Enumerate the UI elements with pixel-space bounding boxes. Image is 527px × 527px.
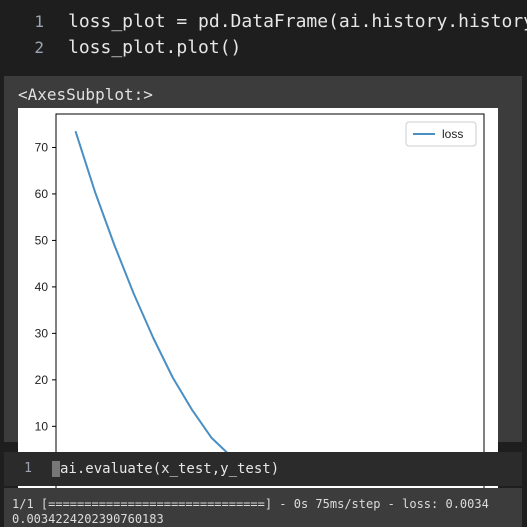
legend-box [405,121,477,147]
code-cell-1[interactable]: 1 loss_plot = pd.DataFrame(ai.history.hi… [0,0,527,72]
text-cursor [52,461,60,477]
code-cell-2[interactable]: 1 ai.evaluate(x_test,y_test) [4,452,522,486]
code-text[interactable]: loss_plot = pd.DataFrame(ai.history.hist… [68,11,527,32]
plot-frame [55,113,485,491]
line-number: 1 [34,12,44,31]
line-number: 1 [24,461,32,476]
cell-output-2: 1/1 [==============================] - 0… [4,488,522,527]
y-tick-label: 50 [35,233,49,247]
y-tick-label: 40 [35,280,49,294]
legend-label: loss [442,127,463,141]
code-text[interactable]: ai.evaluate(x_test,y_test) [52,452,279,486]
code-line-2[interactable]: 2 loss_plot.plot() [0,35,527,61]
y-tick-label: 30 [35,326,49,340]
series-line-loss [74,130,465,474]
loss-line-chart: 02004006008001000010203040506070loss [35,113,485,506]
y-tick-label: 20 [35,373,49,387]
y-tick-label: 60 [35,187,49,201]
y-tick-label: 70 [35,140,49,154]
evaluate-result-value: 0.0034224202390760183 [12,512,164,526]
output-repr-text: <AxesSubplot:> [18,85,153,104]
code-text-content: ai.evaluate(x_test,y_test) [60,461,280,477]
line-number: 2 [34,38,44,57]
code-text[interactable]: loss_plot.plot() [68,37,242,58]
code-line-1[interactable]: 1 loss_plot = pd.DataFrame(ai.history.hi… [0,9,527,35]
plot-canvas: 02004006008001000010203040506070loss [18,108,498,506]
y-tick-label: 10 [35,419,49,433]
progress-log-line: 1/1 [==============================] - 0… [12,497,489,511]
cell-output-1: <AxesSubplot:> 0200400600800100001020304… [4,76,522,506]
